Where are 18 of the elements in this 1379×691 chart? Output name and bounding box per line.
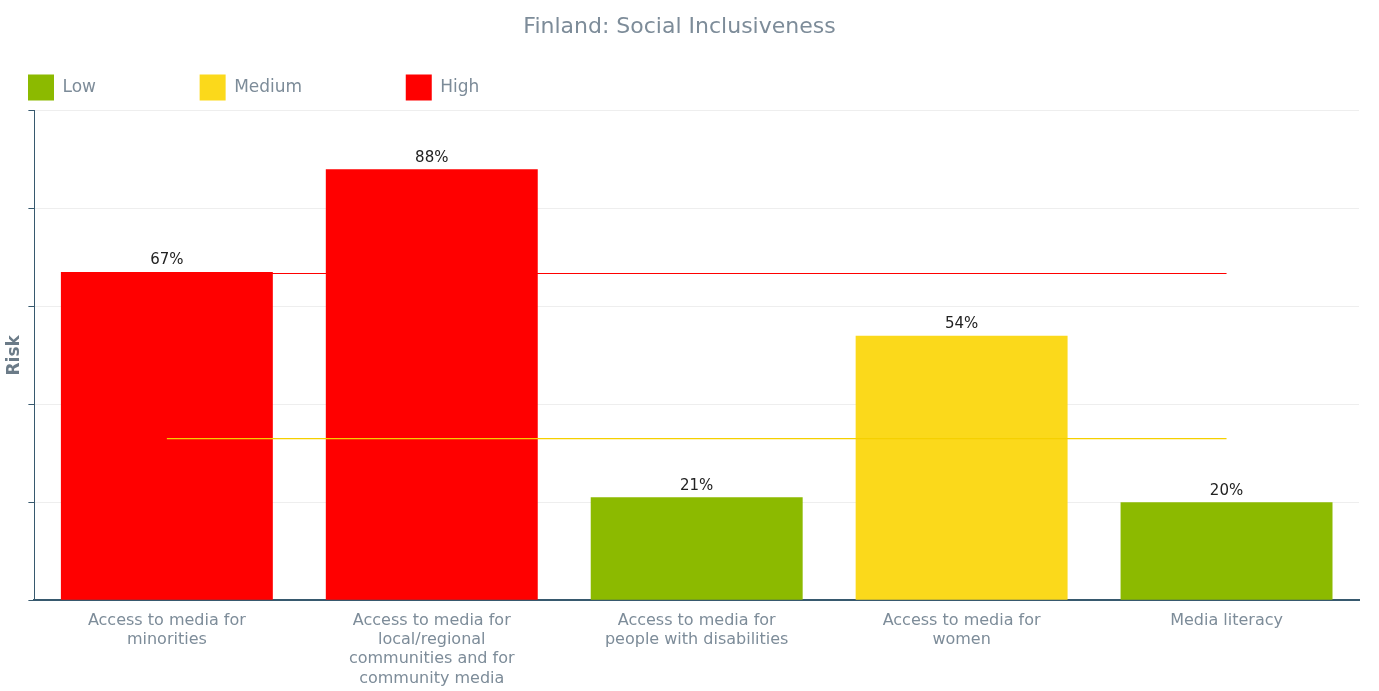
x-tick-label: Access to media for people with disabilities	[604, 609, 789, 649]
legend-label: High	[440, 75, 555, 96]
legend-label: Medium	[234, 75, 378, 96]
data-label: 88%	[415, 147, 449, 166]
bar	[1120, 502, 1333, 600]
y-axis-title: Risk	[2, 334, 23, 376]
x-tick-label: Access to media for minorities	[87, 609, 247, 649]
bar	[855, 335, 1068, 600]
bar	[590, 497, 803, 600]
data-label: 20%	[1209, 480, 1244, 499]
legend-label: Low	[62, 75, 172, 96]
x-tick-label: Media literacy	[1170, 609, 1283, 629]
data-label: 67%	[150, 250, 184, 269]
chart-title: Finland: Social Inclusiveness	[523, 12, 836, 38]
x-tick-label: Access to media for local/regional communities and for community media	[348, 609, 516, 687]
data-label: 21%	[680, 475, 714, 494]
data-label: 54%	[944, 314, 979, 333]
x-tick-label: Access to media for women	[882, 609, 1041, 649]
